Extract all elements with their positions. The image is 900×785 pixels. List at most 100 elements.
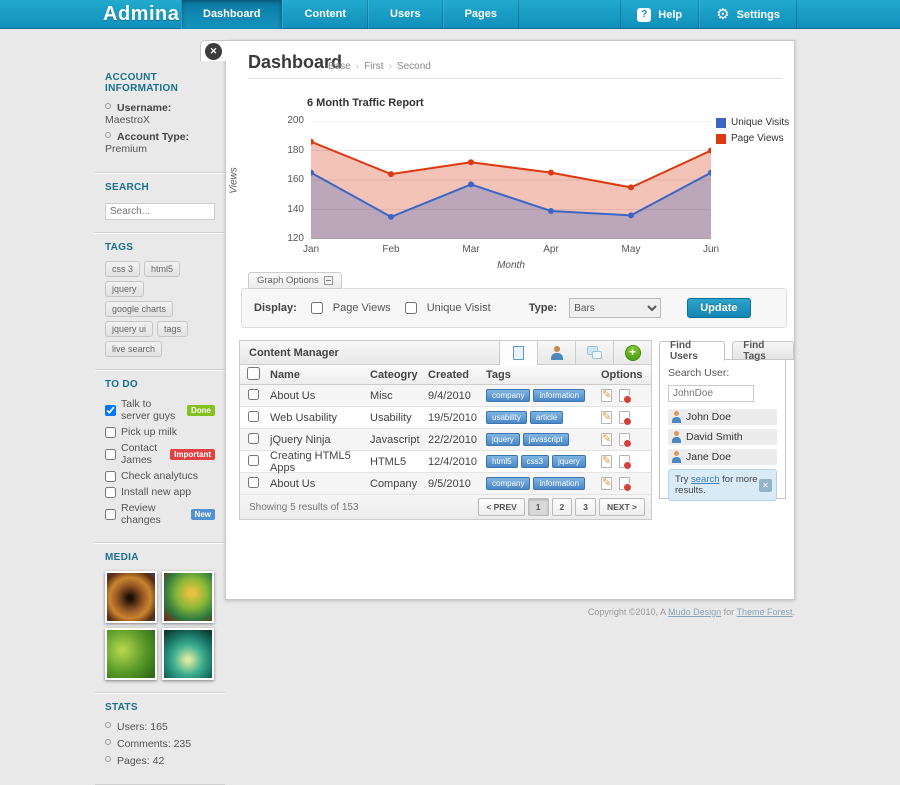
tag-pill[interactable]: google charts: [105, 301, 174, 317]
chart-type-select[interactable]: Bars: [569, 298, 662, 318]
row-name: About Us: [270, 389, 316, 402]
media-thumbnail[interactable]: [105, 628, 157, 680]
tag-pill[interactable]: css 3: [105, 261, 141, 277]
prev-page-button[interactable]: < PREV: [478, 498, 525, 516]
user-icon: [550, 345, 564, 360]
todo-checkbox[interactable]: [105, 404, 116, 416]
sidebar-search-input[interactable]: [105, 203, 215, 220]
nav-tab-users[interactable]: Users: [368, 0, 443, 29]
user-list-item[interactable]: David Smith: [668, 429, 777, 445]
edit-icon[interactable]: [601, 432, 612, 446]
tag-badge[interactable]: company: [486, 389, 531, 402]
media-thumbnail[interactable]: [105, 571, 157, 623]
tag-badge[interactable]: jquery: [552, 455, 586, 468]
delete-icon[interactable]: [619, 433, 632, 448]
row-checkbox[interactable]: [247, 410, 259, 422]
page-button[interactable]: 3: [575, 498, 596, 516]
media-thumbnail[interactable]: [162, 628, 214, 680]
graph-options-tab[interactable]: Graph Options: [248, 272, 342, 289]
tag-badge[interactable]: company: [486, 477, 531, 490]
update-button[interactable]: Update: [687, 298, 751, 318]
tag-pill[interactable]: live search: [105, 341, 163, 357]
document-view-button[interactable]: [499, 340, 537, 365]
breadcrumb-item[interactable]: Base: [328, 61, 351, 72]
edit-icon[interactable]: [601, 388, 612, 402]
tag-badge[interactable]: html5: [486, 455, 518, 468]
page-button[interactable]: 1: [527, 498, 549, 516]
delete-icon[interactable]: [619, 455, 632, 470]
table-body: About UsMisc9/4/2010companyinformationWe…: [240, 385, 651, 495]
row-created: 12/4/2010: [428, 455, 477, 468]
page-button[interactable]: 2: [551, 498, 573, 516]
select-all-checkbox[interactable]: [246, 366, 260, 380]
unique-visits-checkbox-label[interactable]: Unique Visist: [426, 302, 491, 314]
row-tags: usability article: [486, 411, 595, 424]
media-thumbnail[interactable]: [162, 571, 214, 623]
breadcrumb-item[interactable]: Second: [396, 61, 431, 72]
tab-find-tags[interactable]: Find Tags: [732, 340, 794, 362]
todo-checkbox[interactable]: [105, 426, 116, 438]
delete-icon[interactable]: [619, 389, 632, 404]
user-list-item[interactable]: John Doe: [668, 409, 777, 425]
nav-tab-pages[interactable]: Pages: [442, 0, 520, 29]
tag-pill[interactable]: jquery: [105, 281, 144, 297]
tag-pill[interactable]: jquery ui: [105, 321, 154, 337]
column-header-tags[interactable]: Tags: [486, 368, 511, 381]
row-checkbox[interactable]: [247, 388, 259, 400]
close-icon[interactable]: [205, 43, 222, 60]
search-alert: Try search for more results.: [668, 469, 777, 501]
tag-pill[interactable]: tags: [157, 321, 189, 337]
todo-checkbox[interactable]: [105, 508, 116, 520]
column-header-created[interactable]: Created: [428, 368, 469, 381]
find-users-box: Search User: John Doe David Smith Jane Doe…: [659, 359, 786, 501]
todo-checkbox[interactable]: [105, 470, 116, 482]
delete-icon[interactable]: [619, 411, 632, 426]
tag-badge[interactable]: jquery: [486, 433, 520, 446]
tag-badge[interactable]: information: [533, 477, 586, 490]
tag-badge[interactable]: usability: [486, 411, 527, 424]
tag-badge[interactable]: javascript: [522, 433, 569, 446]
users-view-button[interactable]: [537, 340, 575, 365]
edit-icon[interactable]: [601, 410, 612, 424]
edit-icon[interactable]: [601, 454, 612, 468]
tag-pill[interactable]: html5: [144, 261, 181, 277]
delete-icon[interactable]: [619, 477, 632, 492]
comments-view-button[interactable]: [575, 340, 613, 365]
page-views-checkbox-label[interactable]: Page Views: [332, 302, 391, 314]
next-page-button[interactable]: NEXT >: [599, 498, 645, 516]
row-category: Javascript: [370, 433, 420, 446]
row-checkbox[interactable]: [247, 454, 259, 466]
user-name: David Smith: [686, 431, 743, 443]
edit-icon[interactable]: [601, 476, 612, 490]
marketplace-link[interactable]: Theme Forest: [736, 607, 793, 617]
add-content-button[interactable]: [613, 340, 651, 365]
help-button[interactable]: Help: [620, 0, 700, 29]
designer-link[interactable]: Mudo Design: [668, 607, 722, 617]
tag-badge[interactable]: information: [533, 389, 586, 402]
tag-badge[interactable]: css3: [520, 455, 550, 468]
page-views-checkbox[interactable]: [310, 302, 323, 314]
help-icon: [637, 7, 652, 22]
todo-checkbox[interactable]: [105, 486, 116, 498]
todo-checkbox[interactable]: [105, 448, 116, 460]
table-row: About Us Misc 9/4/2010 company information: [240, 385, 651, 407]
todo-item-label: Talk to server guys: [121, 398, 176, 422]
settings-button[interactable]: Settings: [699, 0, 797, 29]
column-header-options[interactable]: Options: [601, 368, 643, 381]
tag-badge[interactable]: article: [529, 411, 564, 424]
alert-close-icon[interactable]: [759, 478, 772, 492]
row-checkbox[interactable]: [247, 476, 259, 488]
nav-tab-content[interactable]: Content: [282, 0, 369, 29]
todo-item: Pick up milk: [105, 426, 215, 438]
tab-find-users[interactable]: Find Users: [659, 340, 726, 362]
content-manager-title: Content Manager: [249, 346, 339, 359]
user-list-item[interactable]: Jane Doe: [668, 449, 777, 465]
nav-tab-dashboard[interactable]: Dashboard: [181, 0, 283, 29]
column-header-name[interactable]: Name: [270, 368, 300, 381]
breadcrumb-item[interactable]: First: [364, 61, 384, 72]
search-user-input[interactable]: [668, 385, 754, 402]
unique-visits-checkbox[interactable]: [404, 302, 417, 314]
search-link[interactable]: search: [691, 474, 720, 485]
column-header-category[interactable]: Cateogry: [370, 368, 418, 381]
row-checkbox[interactable]: [247, 432, 259, 444]
